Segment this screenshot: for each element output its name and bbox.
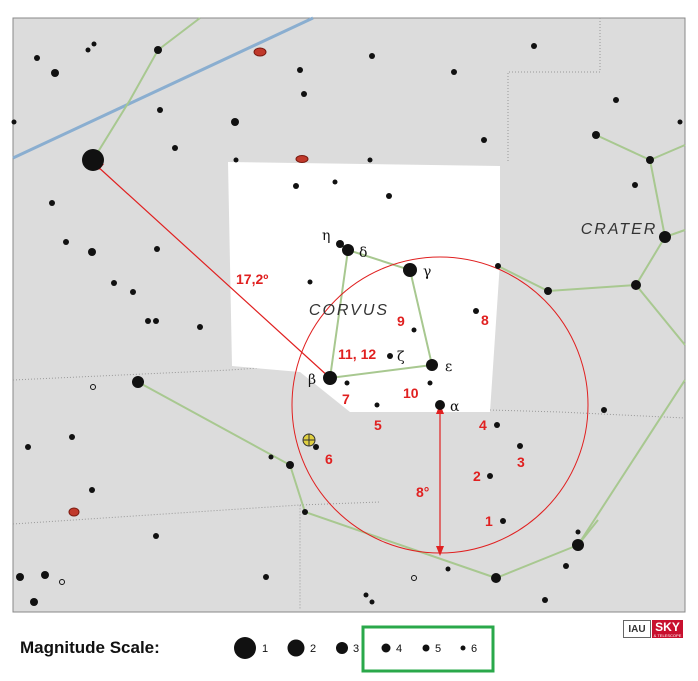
object-number: 9: [397, 313, 405, 329]
star: [132, 376, 144, 388]
variable-stars: [59, 384, 417, 585]
star-alpha: [435, 400, 445, 410]
constellation-lines: [92, 17, 686, 580]
star-epsilon: [426, 359, 438, 371]
star-eta: [336, 240, 344, 248]
object-number: 6: [325, 451, 333, 467]
object-number: 3: [517, 454, 525, 470]
object-number: 5: [374, 417, 382, 433]
logo-sky: SKY: [652, 620, 683, 638]
constellation-label: CORVUS: [309, 302, 389, 319]
logo-sub: & TELESCOPE: [653, 633, 682, 638]
legend-dot: [381, 643, 391, 653]
label-delta: δ: [359, 245, 367, 261]
star-zeta: [387, 353, 393, 359]
legend-dot: [422, 644, 430, 652]
object-numbers: 17,2º 8° 1 2 3 4 5 6 7 8 9 10 11, 12: [236, 271, 525, 529]
legend-dot: [287, 639, 305, 657]
star-delta: [342, 244, 354, 256]
object-number: 2: [473, 468, 481, 484]
object-number: 1: [485, 513, 493, 529]
label-alpha: α: [450, 399, 460, 415]
legend-label: 5: [435, 643, 441, 655]
legend-scale: 1 2 3 4 5 6: [234, 625, 495, 673]
highlight-box: [361, 625, 495, 673]
star-beta: [323, 371, 337, 385]
star-gamma: [403, 263, 417, 277]
corvus-region: [228, 162, 500, 412]
distance-arrow: [95, 164, 331, 379]
star-chart: CORVUS CRATER η δ γ ζ ε β α 17,2º 8° 1 2…: [11, 16, 686, 613]
ecliptic-line: [12, 16, 314, 160]
object-number: 8: [481, 312, 489, 328]
angular-distance-label: 17,2º: [236, 271, 268, 287]
publisher-logo: IAU SKY & TELESCOPE: [623, 620, 683, 638]
legend-label: 3: [353, 643, 359, 655]
radius-label: 8°: [416, 484, 429, 500]
galaxies: [68, 47, 309, 517]
legend-label: 4: [396, 643, 402, 655]
legend-label: 2: [310, 643, 316, 655]
bright-star: [82, 149, 104, 171]
neighbor-constellation-label: CRATER: [581, 221, 658, 238]
label-gamma: γ: [423, 264, 431, 280]
label-epsilon: ε: [445, 359, 452, 375]
greek-labels: η δ γ ζ ε β α: [308, 228, 460, 415]
legend-label: 6: [471, 643, 477, 655]
legend-label: 1: [262, 643, 268, 655]
legend-dot: [336, 642, 348, 654]
label-zeta: ζ: [397, 349, 405, 365]
label-eta: η: [322, 228, 330, 244]
object-number: 7: [342, 391, 350, 407]
stars: [11, 41, 683, 606]
nebula-symbol: [302, 433, 316, 447]
legend-dot: [460, 645, 466, 651]
legend-dot: [234, 637, 256, 659]
legend-title: Magnitude Scale:: [20, 638, 160, 657]
object-number: 11, 12: [338, 346, 376, 362]
label-beta: β: [308, 372, 316, 388]
object-number: 10: [403, 385, 419, 401]
logo-iau: IAU: [623, 620, 651, 638]
object-number: 4: [479, 417, 487, 433]
magnitude-legend: Magnitude Scale: 1 2 3 4 5 6: [0, 620, 698, 681]
